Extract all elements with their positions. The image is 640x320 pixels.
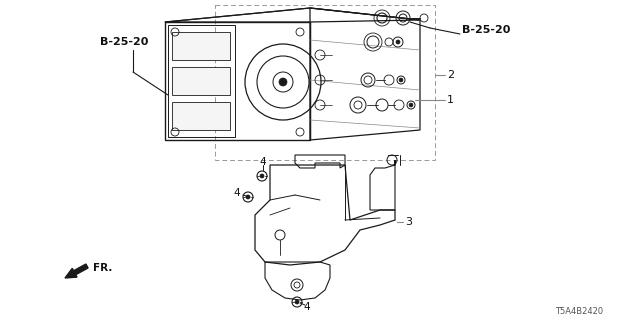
Text: B-25-20: B-25-20 [100, 37, 148, 47]
Text: 2: 2 [447, 70, 454, 80]
Text: 3: 3 [405, 217, 412, 227]
Circle shape [409, 103, 413, 107]
Circle shape [399, 78, 403, 82]
Text: 4: 4 [260, 157, 266, 167]
Text: FR.: FR. [93, 263, 113, 273]
Circle shape [295, 300, 299, 304]
Polygon shape [172, 102, 230, 130]
Polygon shape [172, 32, 230, 60]
Text: 1: 1 [447, 95, 454, 105]
Text: B-25-20: B-25-20 [462, 25, 510, 35]
Text: 4: 4 [234, 188, 240, 198]
Bar [215, 5, 435, 160]
Text: T5A4B2420: T5A4B2420 [555, 308, 603, 316]
Circle shape [246, 195, 250, 199]
FancyArrow shape [65, 264, 88, 278]
Polygon shape [172, 67, 230, 95]
Circle shape [279, 78, 287, 86]
Circle shape [260, 174, 264, 178]
Text: 4: 4 [304, 302, 310, 312]
Circle shape [396, 40, 400, 44]
